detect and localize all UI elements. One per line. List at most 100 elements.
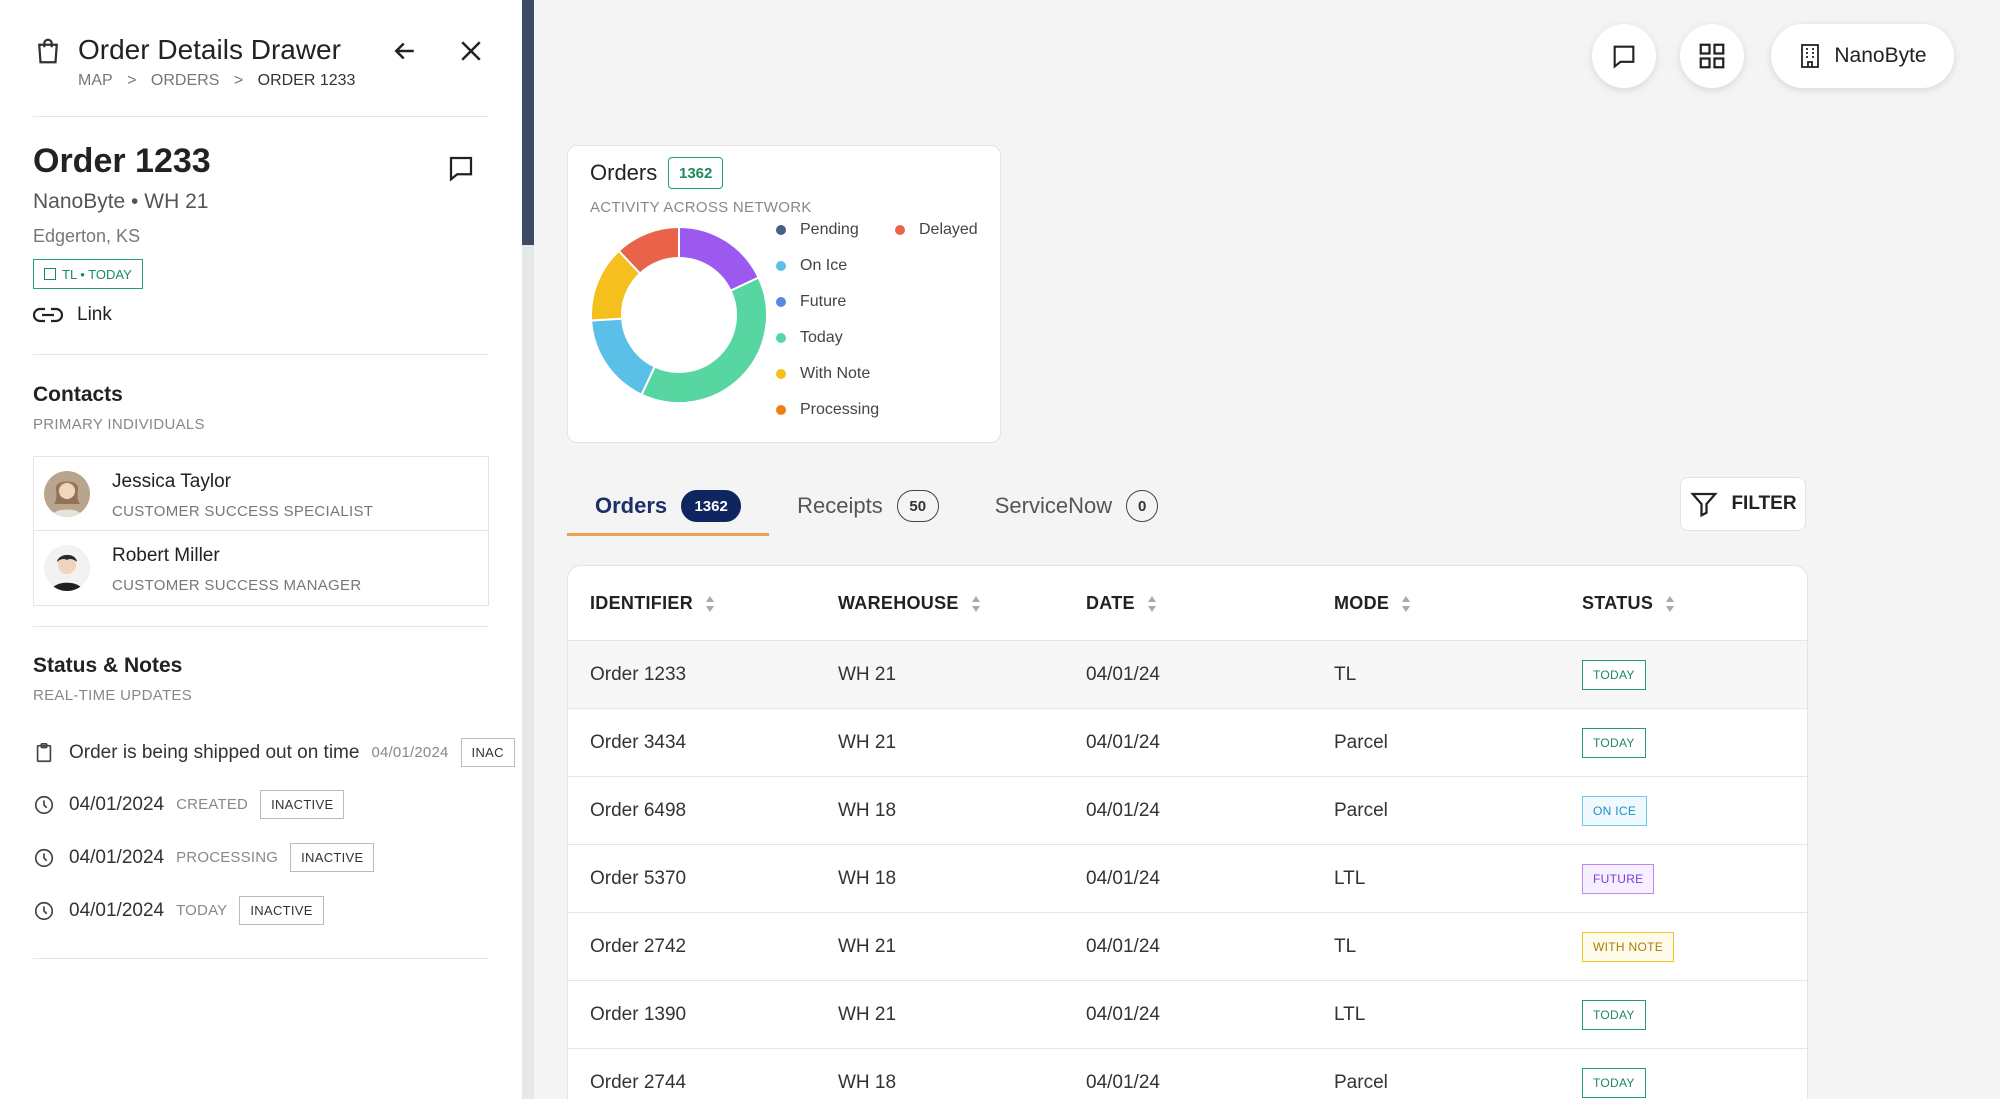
legend-dot [776, 261, 786, 271]
legend-item[interactable]: Pending [776, 221, 859, 239]
column-label: WAREHOUSE [838, 593, 959, 613]
note-item: Order is being shipped out on time 04/01… [33, 738, 515, 767]
table-row[interactable]: Order 2742 WH 21 04/01/24 TL WITH NOTE [568, 913, 1807, 981]
tab-label: Receipts [797, 493, 883, 518]
tab-receipts[interactable]: Receipts 50 [797, 478, 939, 534]
orders-donut-chart [590, 225, 768, 404]
cell-mode: LTL [1334, 1004, 1366, 1025]
legend-item[interactable]: Delayed [895, 221, 978, 239]
cell-warehouse: WH 18 [838, 868, 897, 889]
breadcrumb-separator: > [127, 72, 137, 89]
event-date: 04/01/2024 [69, 899, 165, 921]
scrollbar-thumb[interactable] [522, 0, 534, 245]
apps-button[interactable] [1680, 24, 1744, 88]
cell-warehouse: WH 18 [838, 800, 897, 821]
status-badge: ON ICE [1582, 796, 1648, 826]
cell-mode: TL [1334, 664, 1357, 685]
summary-subtitle: ACTIVITY ACROSS NETWORK [590, 199, 812, 216]
breadcrumb-map[interactable]: MAP [78, 72, 113, 89]
status-badge: TODAY [1582, 728, 1646, 758]
cell-date: 04/01/24 [1086, 1004, 1160, 1025]
donut-slice-delayed[interactable] [617, 225, 680, 275]
clock-icon [34, 848, 54, 867]
cell-date: 04/01/24 [1086, 664, 1160, 685]
cell-warehouse: WH 21 [838, 1004, 897, 1025]
breadcrumb-current: ORDER 1233 [257, 72, 356, 89]
status-notes-title: Status & Notes [33, 654, 183, 677]
tab-orders[interactable]: Orders 1362 [566, 478, 770, 536]
event-item: 04/01/2024 CREATED INACTIVE [33, 790, 345, 819]
close-icon[interactable] [456, 36, 486, 66]
organization-button[interactable]: NanoByte [1771, 24, 1954, 88]
legend-item[interactable]: Processing [776, 401, 879, 419]
tab-servicenow[interactable]: ServiceNow 0 [995, 478, 1159, 534]
breadcrumb-orders[interactable]: ORDERS [150, 72, 220, 89]
chat-button[interactable] [1592, 24, 1656, 88]
table-row[interactable]: Order 3434 WH 21 04/01/24 Parcel TODAY [568, 709, 1807, 777]
sort-icon [706, 595, 715, 612]
table-row[interactable]: Order 1233 WH 21 04/01/24 TL TODAY [568, 641, 1807, 709]
column-header-identifier[interactable]: IDENTIFIER [590, 593, 715, 614]
link-button[interactable]: Link [33, 304, 112, 326]
contacts-title: Contacts [33, 383, 123, 406]
divider [33, 354, 489, 355]
back-arrow-icon[interactable] [390, 36, 420, 66]
legend-label: On Ice [800, 257, 848, 274]
table-header: IDENTIFIER WAREHOUSE DATE MODE STATUS [568, 566, 1807, 641]
legend-label: With Note [800, 365, 871, 382]
sort-icon [1147, 595, 1156, 612]
contact-name: Robert Miller [112, 545, 220, 566]
legend-dot [776, 297, 786, 307]
clock-icon [34, 795, 54, 814]
column-header-warehouse[interactable]: WAREHOUSE [838, 593, 981, 614]
square-icon [44, 268, 56, 280]
cell-identifier: Order 6498 [590, 800, 687, 821]
divider [33, 958, 489, 959]
donut-slice-today[interactable] [640, 276, 768, 404]
contact-role: CUSTOMER SUCCESS MANAGER [112, 577, 362, 594]
table-row[interactable]: Order 1390 WH 21 04/01/24 LTL TODAY [568, 981, 1807, 1049]
contact-name: Jessica Taylor [112, 471, 231, 492]
table-row[interactable]: Order 5370 WH 18 04/01/24 LTL FUTURE [568, 845, 1807, 913]
filter-button[interactable]: FILTER [1680, 477, 1806, 531]
event-label: CREATED [176, 796, 249, 813]
note-date: 04/01/2024 [371, 744, 449, 761]
legend-item[interactable]: On Ice [776, 257, 847, 275]
contact-item[interactable]: Jessica Taylor CUSTOMER SUCCESS SPECIALI… [34, 457, 488, 531]
column-label: DATE [1086, 593, 1135, 613]
column-header-date[interactable]: DATE [1086, 593, 1157, 614]
sort-icon [1666, 595, 1675, 612]
legend-item[interactable]: Future [776, 293, 846, 311]
legend-dot [776, 333, 786, 343]
column-header-status[interactable]: STATUS [1582, 593, 1675, 614]
drawer-scrollbar[interactable] [522, 0, 534, 1099]
event-item: 04/01/2024 TODAY INACTIVE [33, 896, 324, 925]
chat-icon [1613, 45, 1635, 69]
cell-identifier: Order 2744 [590, 1072, 687, 1093]
cell-date: 04/01/24 [1086, 800, 1160, 821]
sort-icon [1402, 595, 1411, 612]
donut-slice-on-ice[interactable] [590, 317, 657, 396]
table-row[interactable]: Order 2744 WH 18 04/01/24 Parcel TODAY [568, 1049, 1807, 1099]
tab-count-badge: 50 [896, 490, 939, 522]
contact-role: CUSTOMER SUCCESS SPECIALIST [112, 503, 374, 520]
contact-item[interactable]: Robert Miller CUSTOMER SUCCESS MANAGER [34, 531, 488, 605]
cell-mode: Parcel [1334, 800, 1388, 821]
legend-label: Future [800, 293, 847, 310]
table-row[interactable]: Order 6498 WH 18 04/01/24 Parcel ON ICE [568, 777, 1807, 845]
donut-slice-extra[interactable] [678, 225, 760, 293]
order-subtitle: NanoByte • WH 21 [33, 190, 209, 213]
legend-label: Today [800, 329, 843, 346]
column-header-mode[interactable]: MODE [1334, 593, 1411, 614]
cell-date: 04/01/24 [1086, 732, 1160, 753]
legend-item[interactable]: Today [776, 329, 843, 347]
event-date: 04/01/2024 [69, 846, 165, 868]
legend-item[interactable]: With Note [776, 365, 870, 383]
summary-count-badge: 1362 [668, 157, 724, 189]
breadcrumb: MAP > ORDERS > ORDER 1233 [78, 72, 365, 90]
chat-icon[interactable] [446, 153, 476, 183]
avatar [44, 471, 90, 517]
link-icon [33, 307, 63, 323]
column-label: IDENTIFIER [590, 593, 694, 613]
order-tag: TL • TODAY [33, 259, 143, 289]
